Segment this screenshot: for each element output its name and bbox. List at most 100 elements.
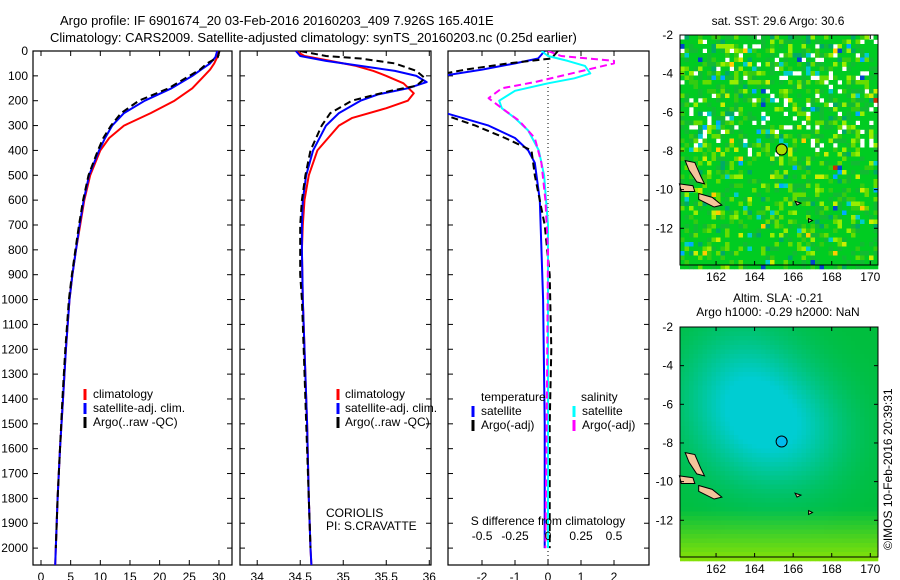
map-cell — [869, 48, 874, 54]
map-cell — [824, 421, 829, 427]
map-cell — [792, 111, 798, 117]
map-cell — [693, 489, 699, 494]
map-cell — [783, 44, 789, 49]
map-cell — [810, 484, 816, 490]
map-cell — [819, 502, 825, 508]
map-cell — [747, 403, 753, 409]
map-cell — [851, 444, 856, 449]
map-cell — [846, 435, 852, 440]
map-cell — [747, 475, 753, 481]
map-cell — [693, 134, 699, 139]
map-cell — [734, 543, 739, 548]
map-cell — [788, 520, 793, 526]
map-cell — [693, 525, 699, 530]
map-cell — [743, 53, 748, 58]
y-tick-label: 1500 — [1, 417, 28, 431]
map-cell — [698, 264, 703, 270]
map-cell — [779, 448, 784, 454]
map-cell — [842, 358, 847, 364]
map-cell — [725, 345, 730, 350]
map-cell — [873, 372, 879, 377]
map-cell — [869, 183, 874, 189]
map-cell — [707, 345, 712, 350]
map-cell — [720, 233, 726, 238]
map-cell — [819, 102, 825, 108]
map-cell — [680, 192, 685, 198]
map-cell — [806, 399, 811, 404]
map-cell — [792, 534, 798, 539]
map-cell — [797, 44, 802, 49]
map-cell — [792, 251, 798, 256]
map-cell — [693, 201, 699, 207]
map-cell — [756, 143, 762, 148]
map-cell — [873, 538, 879, 544]
map-cell — [698, 116, 703, 121]
map-cell — [734, 394, 739, 400]
legend-label: Argo(..raw -QC) — [93, 415, 178, 429]
map-cell — [815, 529, 820, 535]
map-cell — [752, 385, 757, 391]
map-cell — [810, 228, 816, 234]
map-cell — [770, 264, 775, 270]
map-cell — [824, 511, 829, 517]
island-land — [684, 451, 706, 477]
map-cell — [707, 403, 712, 409]
map-cell — [810, 448, 816, 454]
map-cell — [756, 242, 762, 247]
map-cell — [693, 331, 699, 337]
map-cell — [855, 421, 861, 427]
map-cell — [869, 251, 874, 256]
map-cell — [774, 502, 780, 508]
map-cell — [864, 390, 870, 395]
map-cell — [716, 237, 721, 243]
map-cell — [720, 543, 726, 548]
map-cell — [711, 165, 717, 171]
map-cell — [842, 520, 847, 526]
map-cell — [689, 246, 694, 252]
map-cell — [725, 228, 730, 234]
map-cell — [698, 120, 703, 126]
map-cell — [788, 35, 793, 40]
map-cell — [752, 251, 757, 256]
map-cell — [680, 111, 685, 117]
map-cell — [801, 354, 807, 359]
map-cell — [819, 197, 825, 202]
map-cell — [801, 372, 807, 377]
map-cell — [792, 430, 798, 436]
map-cell — [797, 233, 802, 238]
map-cell — [689, 44, 694, 49]
map-cell — [693, 520, 699, 526]
map-cell — [707, 183, 712, 189]
map-cell — [824, 57, 829, 63]
map-cell — [873, 516, 879, 521]
map-cell — [833, 556, 838, 562]
map-cell — [693, 480, 699, 485]
map-cell — [725, 448, 730, 454]
map-cell — [707, 143, 712, 148]
map-cell — [792, 260, 798, 265]
map-cell — [815, 233, 820, 238]
map-cell — [873, 210, 879, 216]
map-cell — [698, 412, 703, 418]
map-cell — [707, 233, 712, 238]
map-cell — [689, 89, 694, 94]
map-cell — [828, 192, 834, 198]
map-cell — [743, 493, 748, 499]
map-cell — [797, 336, 802, 341]
map-cell — [828, 134, 834, 139]
map-cell — [738, 98, 744, 103]
map-cell — [765, 480, 771, 485]
map-cell — [797, 376, 802, 382]
map-cell — [851, 376, 856, 382]
map-cell — [680, 233, 685, 238]
map-cell — [716, 525, 721, 530]
map-cell — [680, 421, 685, 427]
lon-tick-label: 168 — [822, 562, 842, 576]
map-cell — [770, 165, 775, 171]
map-cell — [806, 134, 811, 139]
map-cell — [747, 498, 753, 503]
map-cell — [869, 444, 874, 449]
map-cell — [837, 264, 843, 270]
map-cell — [747, 543, 753, 548]
map-cell — [761, 129, 766, 135]
